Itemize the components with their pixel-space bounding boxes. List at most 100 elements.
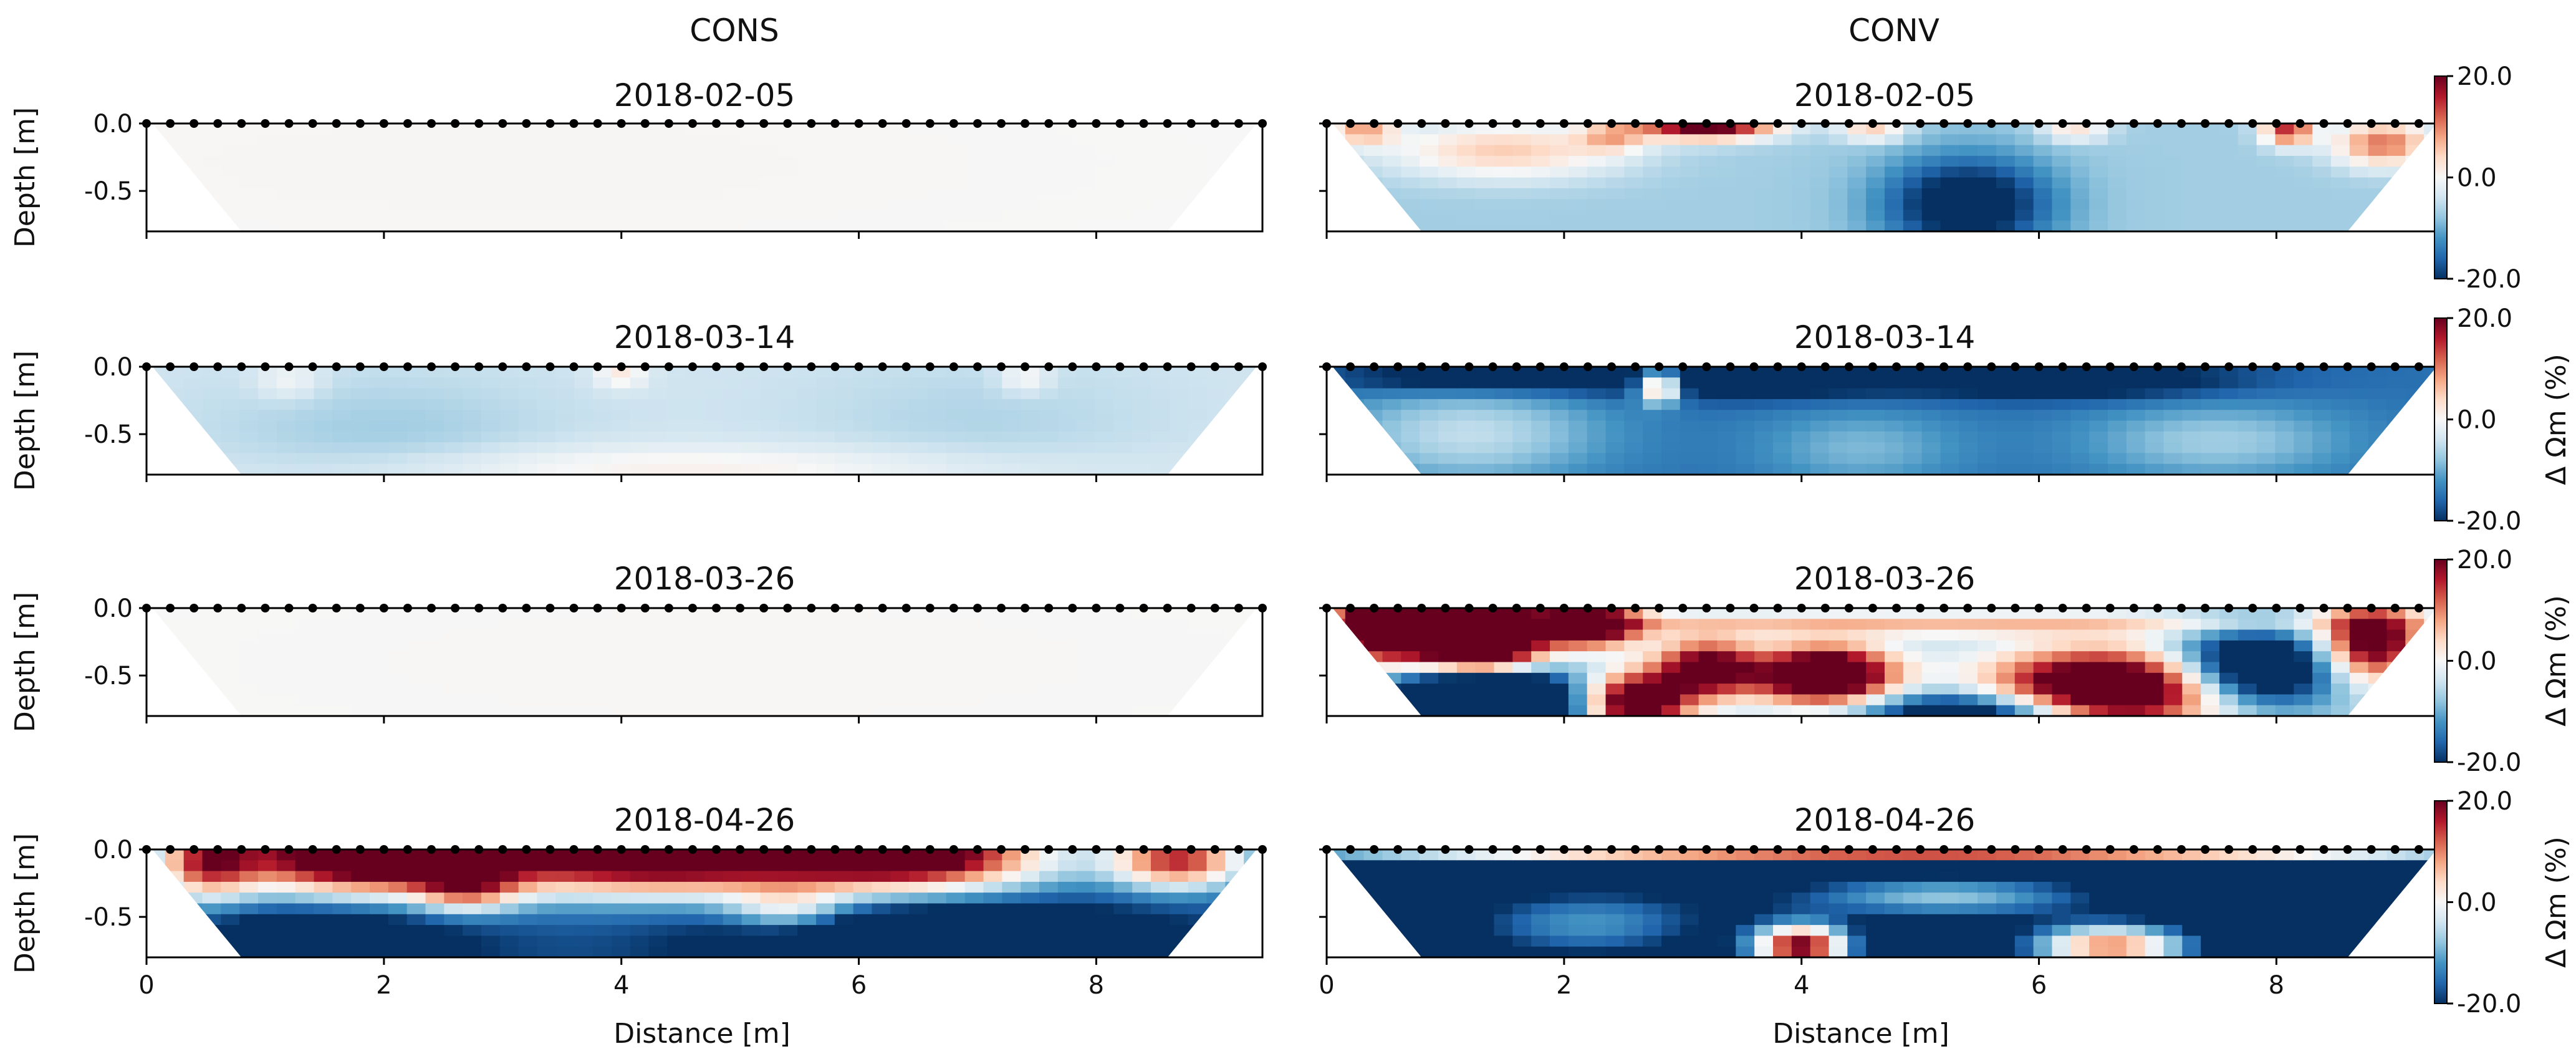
heatmap-cell <box>630 903 650 915</box>
heatmap-cell <box>1363 220 1383 231</box>
heatmap-cell <box>2145 188 2165 200</box>
heatmap-cell <box>964 155 984 167</box>
heatmap-cell <box>2126 453 2146 465</box>
heatmap-cell <box>276 167 296 178</box>
heatmap-cell <box>1244 453 1257 465</box>
heatmap-cell <box>370 651 389 663</box>
heatmap-cell <box>1643 399 1662 410</box>
heatmap-cell <box>1866 925 1885 937</box>
heatmap-cell <box>630 388 650 400</box>
heatmap-cell <box>1151 220 1170 231</box>
heatmap-cell <box>1512 177 1532 189</box>
heatmap-cell <box>332 860 352 872</box>
heatmap-cell <box>1587 860 1607 872</box>
heatmap-cell <box>295 388 315 400</box>
heatmap-cell <box>1736 849 1755 861</box>
heatmap-cell <box>1978 629 1997 641</box>
heatmap-cell <box>425 220 445 231</box>
electrode-marker <box>973 362 982 371</box>
electrode-marker <box>427 119 436 128</box>
heatmap-cell <box>2014 672 2034 684</box>
heatmap-cell <box>258 177 277 189</box>
heatmap-cell <box>723 903 743 915</box>
heatmap-cell <box>555 367 575 379</box>
heatmap-cell <box>1978 155 1997 167</box>
heatmap-cell <box>2014 210 2034 221</box>
heatmap-cell <box>760 431 780 443</box>
heatmap-cell <box>2331 134 2350 146</box>
heatmap-cell <box>2052 705 2072 716</box>
heatmap-cell <box>2108 377 2127 389</box>
heatmap-cell <box>1206 177 1226 189</box>
heatmap-cell <box>1903 925 1923 937</box>
heatmap-cell <box>909 420 928 432</box>
heatmap-cell <box>648 651 668 663</box>
heatmap-cell <box>425 420 445 432</box>
heatmap-cell <box>964 705 984 716</box>
heatmap-cell <box>1866 903 1885 915</box>
heatmap-cell <box>1568 399 1588 410</box>
heatmap-cell <box>1568 210 1588 221</box>
panel-title: 2018-04-26 <box>614 802 795 838</box>
heatmap-cell <box>2256 145 2276 157</box>
heatmap-cell <box>983 145 1003 157</box>
heatmap-cell <box>1345 651 1365 663</box>
heatmap-cell <box>1717 672 1737 684</box>
heatmap-cell <box>1921 914 1941 926</box>
heatmap-cell <box>1021 860 1040 872</box>
heatmap-cell <box>2033 420 2053 432</box>
heatmap-cell <box>1959 410 1978 422</box>
electrode-marker <box>973 845 982 854</box>
heatmap-cell <box>1132 946 1151 957</box>
heatmap-cell <box>964 892 984 904</box>
heatmap-cell <box>593 155 612 167</box>
heatmap-cell <box>1438 651 1458 663</box>
heatmap-cell <box>1829 155 1848 167</box>
heatmap-cell <box>593 684 612 695</box>
heatmap-cell <box>1188 892 1208 904</box>
heatmap-cell <box>704 145 724 157</box>
heatmap-cell <box>2163 367 2183 379</box>
heatmap-cell <box>1921 936 1941 947</box>
heatmap-cell <box>686 903 705 915</box>
heatmap-cell <box>537 914 557 926</box>
heatmap-cell <box>1132 420 1151 432</box>
heatmap-cell <box>481 925 501 937</box>
heatmap-cell <box>890 145 910 157</box>
heatmap-cell <box>1698 134 1718 146</box>
heatmap-cell <box>816 640 835 652</box>
heatmap-cell <box>1151 936 1170 947</box>
heatmap-cell <box>2256 134 2276 146</box>
heatmap-cell <box>574 442 594 454</box>
heatmap-cell <box>723 420 743 432</box>
heatmap-cell <box>704 220 724 231</box>
heatmap-cell <box>928 442 947 454</box>
heatmap-cell <box>1921 210 1941 221</box>
heatmap-cell <box>2405 453 2425 465</box>
heatmap-cell <box>2349 399 2369 410</box>
electrode-marker <box>640 362 650 371</box>
heatmap-cell <box>152 210 166 221</box>
heatmap-cell <box>2219 410 2239 422</box>
heatmap-cell <box>1940 662 1960 674</box>
electrode-marker <box>545 362 555 371</box>
heatmap-cell <box>1039 167 1059 178</box>
heatmap-cell <box>797 936 817 947</box>
heatmap-cell <box>165 892 185 904</box>
heatmap-cell <box>1132 629 1151 641</box>
heatmap-cell <box>370 629 389 641</box>
electrode-marker <box>213 119 223 128</box>
heatmap-cell <box>1624 629 1643 641</box>
heatmap-cell <box>1829 903 1848 915</box>
heatmap-cells <box>1332 367 2437 475</box>
heatmap-cell <box>667 640 686 652</box>
heatmap-cell <box>1039 220 1059 231</box>
heatmap-cell <box>2089 145 2108 157</box>
heatmap-cell <box>1903 388 1923 400</box>
heatmap-cell <box>1531 640 1550 652</box>
electrode-marker <box>1115 362 1125 371</box>
heatmap-cell <box>1438 388 1458 400</box>
heatmap-cell <box>2368 410 2388 422</box>
heatmap-cell <box>1132 871 1151 883</box>
heatmap-cell <box>1132 925 1151 937</box>
